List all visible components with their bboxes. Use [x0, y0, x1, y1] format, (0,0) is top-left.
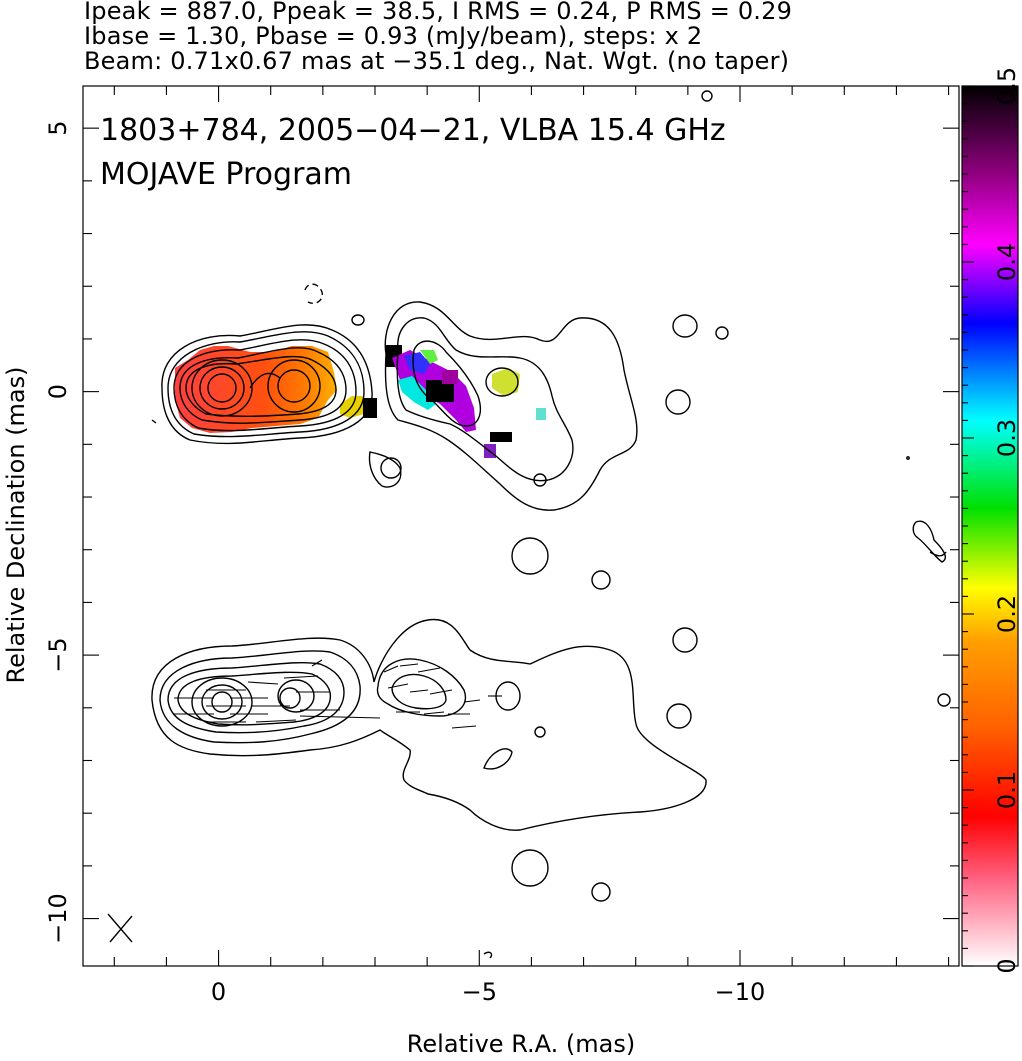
pol-yellow-knot: [492, 368, 520, 396]
bottom-contours: [151, 618, 951, 959]
program-label: MOJAVE Program: [100, 157, 352, 192]
x-tick-label: 0: [211, 978, 226, 1006]
x-tick-label: −10: [715, 978, 766, 1006]
axis-ticks: [83, 86, 959, 966]
y-axis-label: Relative Declination (mas): [2, 366, 30, 683]
header-line-3: Beam: 0.71x0.67 mas at −35.1 deg., Nat. …: [84, 47, 790, 75]
header-line-1: Ipeak = 887.0, Ppeak = 38.5, I RMS = 0.2…: [84, 0, 793, 25]
top-contours: [151, 90, 947, 590]
colorbar-tick-label: 0.3: [993, 419, 1021, 457]
colorbar-tick-label: 0.4: [993, 243, 1021, 281]
pol-cyan-fleck: [536, 408, 546, 420]
colorbar-tick-label: 0: [993, 958, 1021, 973]
y-tick-label: 5: [44, 121, 72, 136]
x-tick-label: −5: [462, 978, 497, 1006]
colorbar-tick-label: 0.5: [993, 67, 1021, 105]
y-tick-label: −10: [44, 893, 72, 944]
source-title: 1803+784, 2005−04−21, VLBA 15.4 GHz: [100, 113, 726, 148]
colorbar-tick-label: 0.2: [993, 595, 1021, 633]
pol-blue-band: [404, 352, 430, 374]
plot-frame: [82, 85, 960, 967]
y-tick-label: 0: [44, 384, 72, 399]
colorbar-ticks: 0 0.1 0.2 0.3 0.4 0.5: [962, 67, 1021, 974]
pol-black-knot: [426, 380, 454, 402]
tick-labels: 0 −5 −10 5 0 −5 −10: [44, 121, 765, 1006]
evpa-ticks: [174, 659, 502, 729]
pol-magenta-knot: [442, 370, 458, 384]
pol-red-region: [175, 346, 337, 433]
polarization-map: [175, 345, 546, 458]
pol-green-band: [420, 350, 438, 364]
colorbar-tick-label: 0.1: [993, 771, 1021, 809]
x-axis-label: Relative R.A. (mas): [407, 1030, 635, 1058]
pol-black-fleck: [490, 432, 512, 442]
header-line-2: Ibase = 1.30, Pbase = 0.93 (mJy/beam), s…: [84, 22, 703, 50]
y-tick-label: −5: [44, 637, 72, 672]
beam-marker: [107, 913, 133, 943]
colorbar: [961, 85, 1019, 967]
